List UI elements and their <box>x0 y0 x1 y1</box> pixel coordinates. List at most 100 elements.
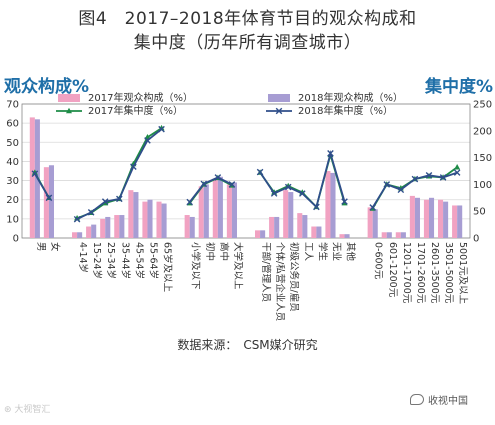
x-tick-label: 65岁及以上 <box>162 242 174 293</box>
x-tick-label: 高中 <box>218 242 230 261</box>
bar <box>372 209 378 238</box>
bar <box>386 232 392 238</box>
x-tick-label: 男 <box>35 242 46 252</box>
x-tick-label: 15-24岁 <box>91 242 103 279</box>
x-tick-label: 5001元及以上 <box>457 242 468 305</box>
bar <box>395 232 401 238</box>
x-tick-label: 初中 <box>204 242 216 261</box>
x-tick-label: 1201-1700元 <box>401 242 412 304</box>
bar <box>226 184 232 238</box>
bar <box>452 205 458 238</box>
legend-marker <box>66 107 72 114</box>
bar <box>48 165 54 238</box>
legend-label: 2018年集中度（%） <box>298 104 393 117</box>
bar <box>339 234 345 238</box>
bar <box>255 230 261 238</box>
bar <box>288 192 294 238</box>
x-tick-label: 3501-5000元 <box>443 242 454 304</box>
line-point <box>327 150 334 157</box>
bar <box>330 172 336 238</box>
right-axis-title: 集中度% <box>424 76 493 97</box>
bar <box>142 201 148 238</box>
plot-frame <box>21 103 471 239</box>
line-point <box>411 175 419 183</box>
bar <box>423 199 429 238</box>
data-source: 数据来源： CSM媒介研究 <box>177 338 318 352</box>
line-point <box>383 181 391 188</box>
line-point <box>31 170 39 177</box>
bar <box>100 218 106 238</box>
bar <box>119 215 125 238</box>
line-point <box>130 163 137 171</box>
bar <box>316 226 322 238</box>
x-tick-label: 初级公务员/雇员 <box>288 242 300 312</box>
line-point <box>158 124 165 131</box>
x-tick-label: 学生 <box>316 242 328 262</box>
bar <box>91 224 97 238</box>
bar <box>114 215 120 238</box>
bar <box>409 195 415 238</box>
line-point <box>228 181 236 188</box>
bar <box>133 192 139 238</box>
x-tick-label: 干部/管理人员 <box>260 242 272 302</box>
legend-label: 2017年观众构成（%） <box>88 91 193 104</box>
legend-swatch <box>58 94 80 102</box>
y-tick-label: 50 <box>6 138 19 149</box>
line-point <box>101 198 109 205</box>
bar <box>105 216 111 238</box>
bar <box>43 167 49 238</box>
line-point <box>158 125 165 133</box>
line-point <box>270 190 278 197</box>
bar <box>414 197 420 238</box>
line-point <box>397 186 405 194</box>
line-point <box>31 169 38 175</box>
legend-label: 2018年观众构成（%） <box>298 91 403 104</box>
x-tick-label: 1701-2600元 <box>415 242 426 304</box>
chart-title-line1: 图4 2017–2018年体育节目的观众构成和 <box>78 9 417 29</box>
line-point <box>200 180 208 188</box>
x-tick-label: 35-44岁 <box>119 242 131 279</box>
line-point <box>425 171 433 179</box>
bar <box>184 215 190 238</box>
bar <box>156 201 162 238</box>
bar <box>302 215 308 238</box>
x-tick-label: 25-34岁 <box>105 242 117 279</box>
y-tick-label: 30 <box>6 176 19 187</box>
bar <box>128 190 134 238</box>
bar <box>77 232 83 238</box>
bar <box>203 184 209 238</box>
line-point <box>116 195 123 203</box>
y2-tick-label: 0 <box>473 234 479 245</box>
bar <box>161 203 167 238</box>
x-tick-label: 2601-3500元 <box>429 242 440 304</box>
line-point <box>299 190 306 197</box>
x-tick-label: 小学及以下 <box>190 242 202 290</box>
legend-label: 2017年集中度（%） <box>88 104 183 117</box>
line-point <box>45 194 53 202</box>
x-tick-label: 45-54岁 <box>133 242 145 279</box>
line-point <box>313 203 320 211</box>
bar <box>274 216 280 238</box>
y2-tick-label: 250 <box>473 100 492 111</box>
bar <box>457 205 463 238</box>
y-tick-label: 60 <box>6 119 19 130</box>
y2-tick-label: 150 <box>473 153 492 164</box>
bar <box>297 213 303 238</box>
bar <box>231 182 237 238</box>
x-tick-label: 4-14岁 <box>77 242 89 273</box>
x-tick-label: 55-64岁 <box>147 242 159 279</box>
y2-tick-label: 200 <box>473 126 492 137</box>
x-tick-label: 大学及以上 <box>232 242 244 290</box>
x-tick-label: 个体/私营企业人员 <box>274 242 286 321</box>
line-point <box>453 169 461 176</box>
y2-tick-label: 50 <box>473 207 486 218</box>
line-point <box>186 198 193 206</box>
bar <box>367 207 373 238</box>
line-point <box>144 137 151 144</box>
x-tick-label: 无业 <box>330 242 341 261</box>
bar <box>269 216 275 238</box>
x-tick-label: 601-1200元 <box>387 242 398 298</box>
bar <box>189 216 195 238</box>
x-tick-label: 女 <box>49 242 61 252</box>
